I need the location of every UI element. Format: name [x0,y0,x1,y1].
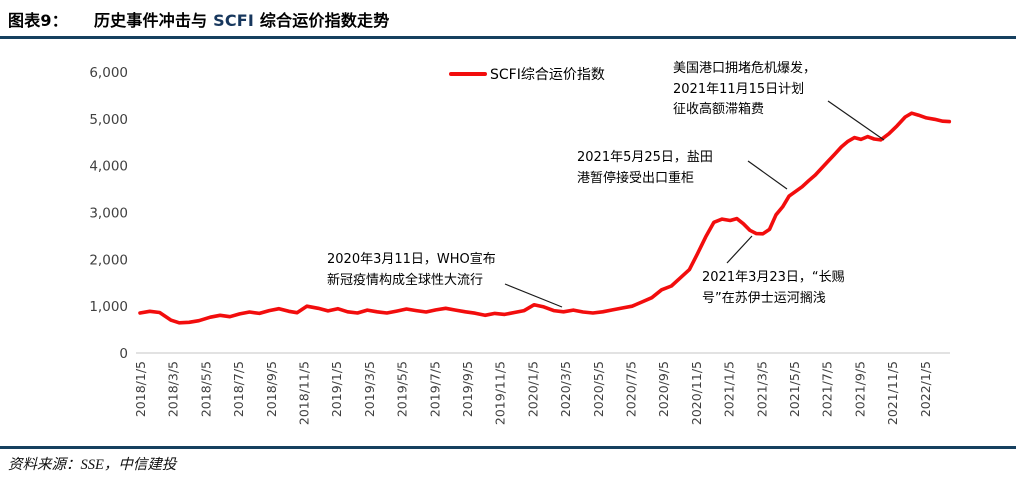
annotation-pointer-line [726,235,753,264]
figure-title-pre: 历史事件冲击与 [93,11,214,30]
y-tick-label: 2,000 [89,252,128,268]
x-tick-label: 2021/3/5 [754,361,769,417]
y-tick-label: 6,000 [89,65,128,81]
y-tick-label: 1,000 [89,299,128,315]
footer-divider [0,446,1016,449]
y-tick-label: 5,000 [89,112,128,128]
figure-title-post: 综合运价指数走势 [254,11,390,30]
figure-title-scfi: SCFI [213,11,255,30]
x-tick-label: 2018/1/5 [133,361,148,417]
annotation-pointer-line [504,283,563,308]
y-tick-label: 4,000 [89,159,128,175]
legend-line-swatch [449,72,487,76]
x-tick-label: 2020/5/5 [591,361,606,417]
x-tick-label: 2021/7/5 [820,361,835,417]
x-tick-label: 2020/1/5 [525,361,540,417]
annotation-pointer-line [827,100,885,141]
x-tick-label: 2019/11/5 [493,361,508,425]
legend-series-label: SCFI综合运价指数 [490,67,605,83]
x-tick-label: 2018/9/5 [264,361,279,417]
chart-legend: SCFI综合运价指数 [449,64,605,84]
figure-number-label: 图表9： [8,11,68,30]
y-tick-label: 3,000 [89,206,128,222]
figure-title: 图表9： 历史事件冲击与 SCFI 综合运价指数走势 [8,7,389,31]
scfi-series-line [138,111,952,325]
x-tick-label: 2021/11/5 [885,361,900,425]
data-source-note: 资料来源：SSE，中信建投 [8,457,177,473]
annotation-us-port-congestion: 美国港口拥堵危机爆发， 2021年11月15日计划 征收高额滞箱费 [673,61,817,117]
x-tick-label: 2018/11/5 [297,361,312,425]
header-divider [0,36,1016,39]
x-tick-label: 2019/9/5 [460,361,475,417]
x-tick-label: 2018/7/5 [231,361,246,417]
x-tick-label: 2021/5/5 [787,361,802,417]
x-tick-label: 2020/7/5 [624,361,639,417]
annotation-yantian-port: 2021年5月25日，盐田 港暂停接受出口重柜 [577,150,713,186]
annotation-who-pandemic: 2020年3月11日，WHO宣布 新冠疫情构成全球性大流行 [327,252,496,288]
x-tick-label: 2018/5/5 [198,361,213,417]
x-tick-label: 2021/1/5 [722,361,737,417]
x-tick-label: 2018/3/5 [166,361,181,417]
x-tick-label: 2020/3/5 [558,361,573,417]
annotation-ever-given-suez: 2021年3月23日，“长赐 号”在苏伊士运河搁浅 [702,270,845,306]
x-tick-label: 2019/1/5 [329,361,344,417]
x-tick-label: 2020/11/5 [689,361,704,425]
x-tick-label: 2019/5/5 [395,361,410,417]
x-tick-label: 2020/9/5 [656,361,671,417]
y-tick-label: 0 [119,346,128,362]
x-tick-label: 2019/7/5 [427,361,442,417]
annotation-pointer-line [747,160,788,190]
x-tick-label: 2019/3/5 [362,361,377,417]
x-tick-label: 2022/1/5 [918,361,933,417]
x-tick-label: 2021/9/5 [852,361,867,417]
